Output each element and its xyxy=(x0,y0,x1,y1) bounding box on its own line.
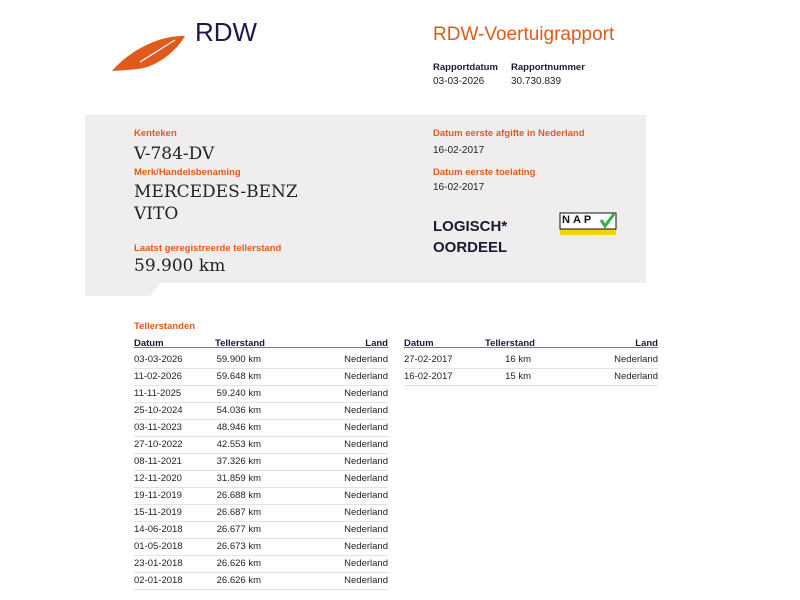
cell: 59.900 km xyxy=(216,354,261,365)
table-row: 03-11-2023 48.946 km Nederland xyxy=(134,419,388,437)
cell: Nederland xyxy=(614,371,658,382)
table-row: 25-10-2024 54.036 km Nederland xyxy=(134,402,388,420)
cell: Nederland xyxy=(344,575,388,586)
value: 16-02-2017 xyxy=(433,145,485,156)
cell: 26.626 km xyxy=(216,558,261,569)
table-row: 03-03-2026 59.900 km Nederland xyxy=(134,351,388,369)
verdict: LOGISCH* xyxy=(433,218,508,235)
table-row: 02-01-2018 26.626 km Nederland xyxy=(134,572,388,590)
logo-line xyxy=(139,39,176,63)
label: Merk/Handelsbenaming xyxy=(134,167,241,178)
value: 03-03-2026 xyxy=(433,76,485,87)
table-row: 15-11-2019 26.687 km Nederland xyxy=(134,504,388,522)
table-row: 19-11-2019 26.688 km Nederland xyxy=(134,487,388,505)
verdict: OORDEEL xyxy=(433,239,508,256)
table-header: Datum Tellerstand Land xyxy=(404,335,658,349)
column-header: Tellerstand xyxy=(215,338,265,349)
odometer: 59.900 km xyxy=(134,256,226,276)
cell: Nederland xyxy=(614,354,658,365)
cell: 01-05-2018 xyxy=(134,541,183,552)
column-header: Datum xyxy=(134,338,164,349)
cell: 19-11-2019 xyxy=(134,490,182,501)
label: Laatst geregistreerde tellerstand xyxy=(134,243,282,254)
nap-logo: NAP xyxy=(562,214,595,226)
cell: 42.553 km xyxy=(216,439,261,450)
cell: Nederland xyxy=(344,507,388,518)
cell: Nederland xyxy=(344,422,388,433)
cell: 59.240 km xyxy=(216,388,261,399)
cell: Nederland xyxy=(344,473,388,484)
table-row: 27-02-2017 16 km Nederland xyxy=(404,351,658,369)
cell: 26.687 km xyxy=(216,507,261,518)
cell: 15 km xyxy=(505,371,531,382)
cell: Nederland xyxy=(344,524,388,535)
cell: Nederland xyxy=(344,558,388,569)
cell: 12-11-2020 xyxy=(134,473,182,484)
table-row: 12-11-2020 31.859 km Nederland xyxy=(134,470,388,488)
cell: 27-10-2022 xyxy=(134,439,183,450)
column-header: Datum xyxy=(404,338,434,349)
summary-panel xyxy=(85,115,646,296)
cell: 14-06-2018 xyxy=(134,524,183,535)
plate: V-784-DV xyxy=(134,144,215,164)
table-row: 23-01-2018 26.626 km Nederland xyxy=(134,555,388,573)
cell: 23-01-2018 xyxy=(134,558,183,569)
table-row: 14-06-2018 26.677 km Nederland xyxy=(134,521,388,539)
report-title: RDW-Voertuigrapport xyxy=(433,24,615,45)
cell: Nederland xyxy=(344,354,388,365)
section-title: Tellerstanden xyxy=(134,321,196,332)
cell: Nederland xyxy=(344,490,388,501)
cell: 26.677 km xyxy=(216,524,261,535)
cell: Nederland xyxy=(344,388,388,399)
cell: Nederland xyxy=(344,541,388,552)
cell: Nederland xyxy=(344,456,388,467)
nap-logo-box xyxy=(559,212,617,230)
nap-check xyxy=(599,213,616,229)
cell: 54.036 km xyxy=(216,405,261,416)
label: Kenteken xyxy=(134,128,177,139)
cell: 08-11-2021 xyxy=(134,456,182,467)
column-header: Land xyxy=(365,338,388,349)
cell: 03-11-2023 xyxy=(134,422,182,433)
cell: 02-01-2018 xyxy=(134,575,183,586)
label: Datum eerste toelating xyxy=(433,167,536,178)
cell: Nederland xyxy=(344,439,388,450)
cell: 37.326 km xyxy=(216,456,261,467)
value: 16-02-2017 xyxy=(433,182,485,193)
cell: 26.688 km xyxy=(216,490,261,501)
cell: 16-02-2017 xyxy=(404,371,453,382)
column-header: Land xyxy=(635,338,658,349)
cell: 31.859 km xyxy=(216,473,261,484)
cell: 25-10-2024 xyxy=(134,405,183,416)
table-row: 11-11-2025 59.240 km Nederland xyxy=(134,385,388,403)
make: MERCEDES-BENZ xyxy=(134,182,298,202)
cell: 26.673 km xyxy=(216,541,261,552)
table-row: 01-05-2018 26.673 km Nederland xyxy=(134,538,388,556)
cell: 16 km xyxy=(505,354,531,365)
cell: 03-03-2026 xyxy=(134,354,183,365)
cell: Nederland xyxy=(344,405,388,416)
column-header: Tellerstand xyxy=(485,338,535,349)
model: VITO xyxy=(134,204,179,224)
table-row: 27-10-2022 42.553 km Nederland xyxy=(134,436,388,454)
brand: RDW xyxy=(195,17,258,47)
table-header: Datum Tellerstand Land xyxy=(134,335,388,349)
label: Rapportnummer xyxy=(511,62,585,73)
table-row: 16-02-2017 15 km Nederland xyxy=(404,368,658,386)
cell: 59.648 km xyxy=(216,371,261,382)
label: Rapportdatum xyxy=(433,62,498,73)
cell: 15-11-2019 xyxy=(134,507,182,518)
cell: 11-11-2025 xyxy=(134,388,182,399)
cell: Nederland xyxy=(344,371,388,382)
cell: 48.946 km xyxy=(216,422,261,433)
cell: 11-02-2026 xyxy=(134,371,182,382)
value: 30.730.839 xyxy=(511,76,562,87)
table-row: 08-11-2021 37.326 km Nederland xyxy=(134,453,388,471)
cell: 27-02-2017 xyxy=(404,354,453,365)
label: Datum eerste afgifte in Nederland xyxy=(433,128,585,139)
table-row: 11-02-2026 59.648 km Nederland xyxy=(134,368,388,386)
cell: 26.626 km xyxy=(216,575,261,586)
